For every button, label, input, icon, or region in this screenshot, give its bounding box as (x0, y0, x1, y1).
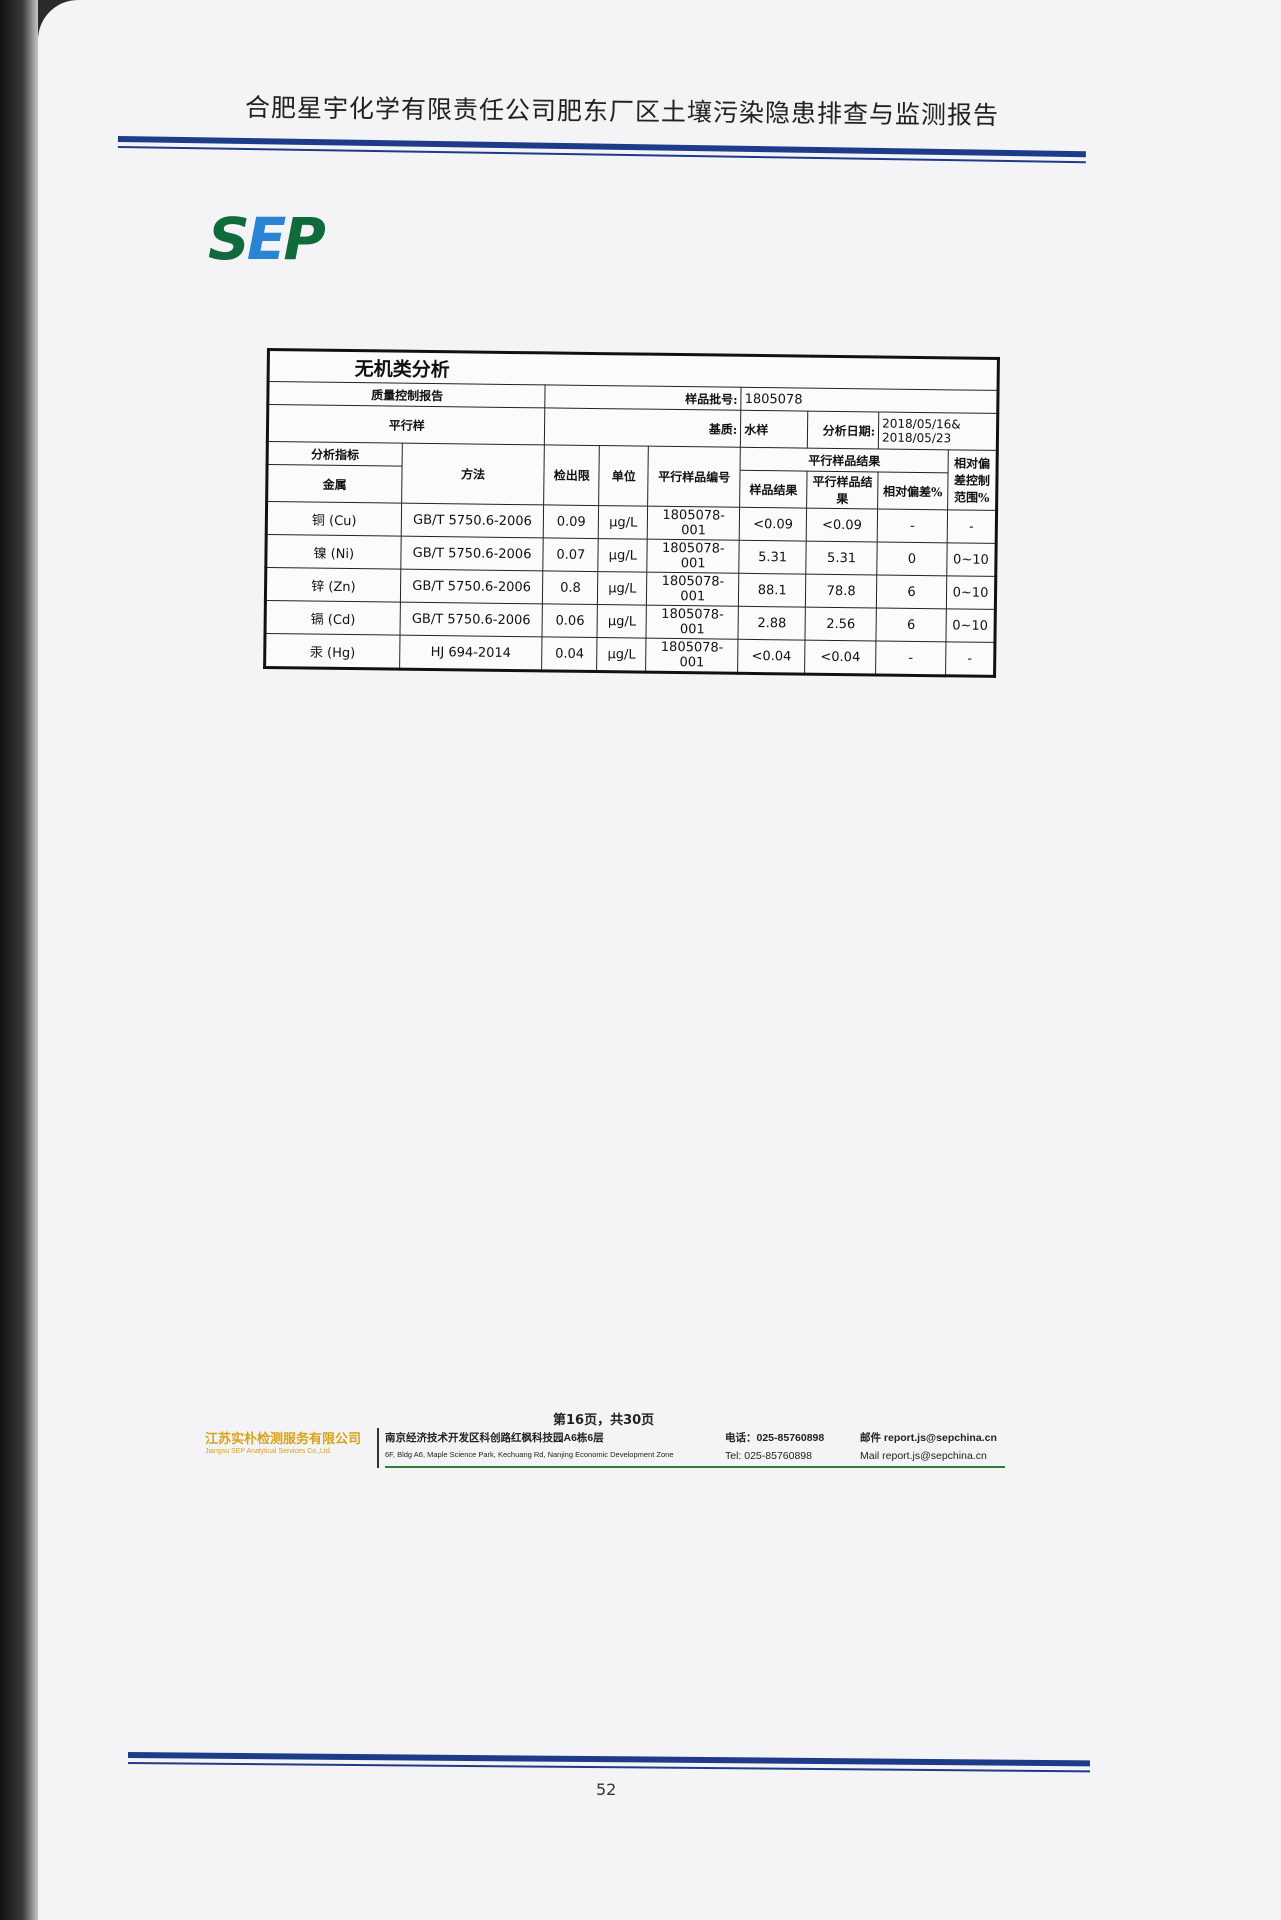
tel-en: Tel: 025-85760898 (725, 1450, 812, 1462)
cell-rpd: - (877, 508, 948, 543)
cell-sample: 5.31 (739, 540, 807, 575)
header-parallel-result: 平行样品结果 (806, 471, 879, 509)
mail-en: Mail report.js@sepchina.cn (860, 1450, 987, 1462)
qc-report-label: 质量控制报告 (267, 381, 546, 408)
matrix-label: 基质: (544, 407, 741, 448)
address-cn: 南京经济技术开发区科创路红枫科技园A6栋6层 (385, 1432, 604, 1444)
sample-type: 平行样 (267, 404, 546, 445)
header-rpd-range: 相对偏差控制范围% (947, 449, 998, 511)
cell-rpd: 6 (876, 574, 947, 609)
cell-indicator: 锌 (Zn) (265, 567, 401, 603)
book-binding-edge (0, 0, 38, 1920)
cell-method: GB/T 5750.6-2006 (400, 503, 545, 538)
footer: 江苏实朴检测服务有限公司 Jiangsu SEP Analytical Serv… (205, 1428, 1025, 1472)
company-name-en: Jiangsu SEP Analytical Services Co.,Ltd. (205, 1448, 332, 1455)
footer-divider (377, 1428, 379, 1468)
cell-id: 1805078-001 (646, 605, 739, 640)
company-name-cn: 江苏实朴检测服务有限公司 (205, 1431, 362, 1446)
cell-parallel: 2.56 (805, 607, 877, 641)
cell-sample: 2.88 (738, 606, 806, 641)
cell-lod: 0.04 (541, 636, 598, 672)
cell-indicator: 镍 (Ni) (265, 534, 401, 570)
cell-unit: μg/L (597, 604, 647, 639)
header-sample-result: 样品结果 (739, 470, 808, 509)
mail-cn: 邮件 report.js@sepchina.cn (860, 1432, 997, 1444)
cell-lod: 0.07 (543, 537, 599, 572)
footer-green-rule (385, 1466, 1005, 1468)
category-metals: 金属 (266, 464, 402, 504)
cell-range: 0~10 (946, 542, 997, 577)
batch-label: 样品批号: (545, 384, 742, 411)
header-rpd: 相对偏差% (877, 471, 948, 510)
cell-lod: 0.8 (542, 570, 599, 605)
header-parallel-id: 平行样品编号 (647, 446, 741, 508)
cell-parallel: <0.04 (804, 640, 877, 675)
cell-id: 1805078-001 (647, 506, 740, 541)
cell-sample: 88.1 (738, 573, 806, 608)
cell-unit: μg/L (597, 571, 648, 606)
cell-id: 1805078-001 (647, 539, 740, 574)
date-value: 2018/05/16& 2018/05/23 (878, 411, 998, 451)
cell-unit: μg/L (598, 538, 648, 573)
cell-sample: <0.04 (737, 639, 806, 675)
document-page (38, 0, 1281, 1920)
header-indicator: 分析指标 (267, 441, 403, 467)
address-en: 6F, Bldg A6, Maple Science Park, Kechuan… (385, 1450, 674, 1459)
cell-parallel: <0.09 (806, 508, 878, 542)
cell-rpd: 6 (876, 607, 947, 642)
date-label: 分析日期: (807, 411, 879, 449)
cell-range: - (947, 509, 997, 544)
header-method: 方法 (401, 443, 545, 505)
cell-parallel: 5.31 (805, 541, 878, 575)
cell-range: 0~10 (945, 608, 996, 643)
cell-indicator: 铜 (Cu) (266, 501, 402, 537)
cell-sample: <0.09 (739, 507, 807, 542)
cell-id: 1805078-001 (645, 638, 739, 674)
header-lod: 检出限 (544, 444, 600, 506)
cell-method: GB/T 5750.6-2006 (400, 536, 544, 571)
header-results-group: 平行样品结果 (740, 447, 949, 473)
cell-rpd: 0 (876, 541, 948, 576)
cell-rpd: - (875, 640, 946, 676)
cell-lod: 0.09 (543, 504, 599, 539)
footer-page-info: 第16页，共30页 (553, 1413, 655, 1428)
qc-table: 无机类分析 质量控制报告 样品批号: 1805078 平行样 基质: 水样 分析… (263, 348, 1000, 678)
matrix-value: 水样 (740, 410, 808, 449)
cell-method: HJ 694-2014 (399, 635, 543, 671)
cell-unit: μg/L (596, 637, 647, 673)
tel-cn: 电话：025-85760898 (725, 1432, 825, 1444)
cell-indicator: 镉 (Cd) (265, 600, 401, 636)
cell-unit: μg/L (598, 505, 648, 540)
header-unit: 单位 (598, 445, 649, 507)
cell-parallel: 78.8 (805, 574, 877, 608)
cell-id: 1805078-001 (646, 572, 740, 607)
cell-indicator: 汞 (Hg) (264, 633, 400, 670)
sep-logo: SEP (208, 205, 326, 273)
cell-range: - (945, 641, 995, 677)
cell-method: GB/T 5750.6-2006 (399, 602, 543, 637)
batch-value: 1805078 (740, 387, 999, 414)
cell-method: GB/T 5750.6-2006 (400, 569, 544, 604)
cell-range: 0~10 (946, 575, 996, 610)
cell-lod: 0.06 (542, 603, 598, 638)
page-number: 52 (596, 1780, 617, 1799)
